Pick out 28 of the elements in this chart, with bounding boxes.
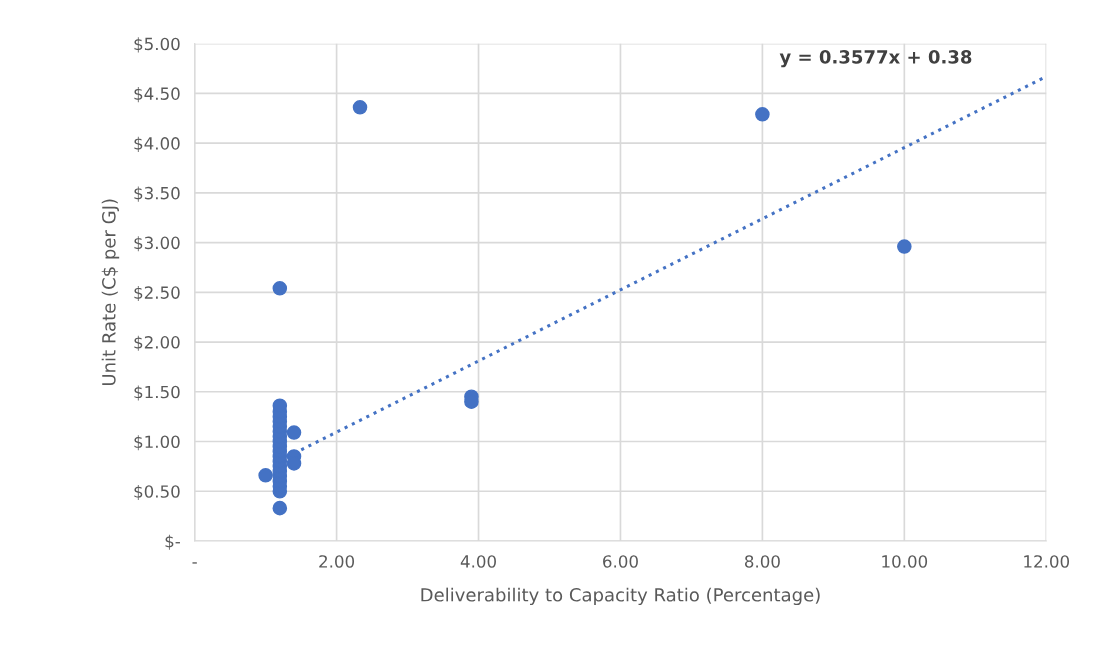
point <box>258 468 273 483</box>
point <box>272 281 288 296</box>
y-axis-title: Unit Rate (C$ per GJ) <box>101 199 120 386</box>
x-tick-label: - <box>192 562 197 564</box>
y-tick-label: $1.50 <box>134 385 180 401</box>
x-tick-label: 6.00 <box>603 555 638 568</box>
x-tick-label: 8.00 <box>744 555 780 568</box>
point <box>755 107 770 122</box>
point <box>286 425 302 440</box>
x-tick-label: 10.00 <box>882 555 928 568</box>
y-tick-label: $5.00 <box>134 37 180 53</box>
y-tick-label: $- <box>165 534 180 550</box>
y-tick-label: $2.00 <box>134 335 180 351</box>
y-tick-label: $1.00 <box>134 435 180 451</box>
y-tick-label: $4.00 <box>134 136 180 152</box>
y-tick-label: $3.50 <box>134 186 180 202</box>
point <box>272 500 288 516</box>
y-tick-label: $4.50 <box>134 87 180 103</box>
y-tick-label: $3.00 <box>134 236 180 252</box>
x-tick-label: 12.00 <box>1024 555 1070 568</box>
x-tick-label: 2.00 <box>319 555 355 568</box>
y-tick-label: $0.50 <box>134 484 180 501</box>
point <box>352 100 368 115</box>
x-axis-title: Deliverability to Capacity Ratio (Percentage) <box>421 587 820 606</box>
x-tick-label: 4.00 <box>460 555 496 568</box>
point <box>897 239 912 254</box>
annotation: y = 0.3577x + 0.38 <box>779 50 972 68</box>
y-tick-label: $2.50 <box>134 285 180 302</box>
